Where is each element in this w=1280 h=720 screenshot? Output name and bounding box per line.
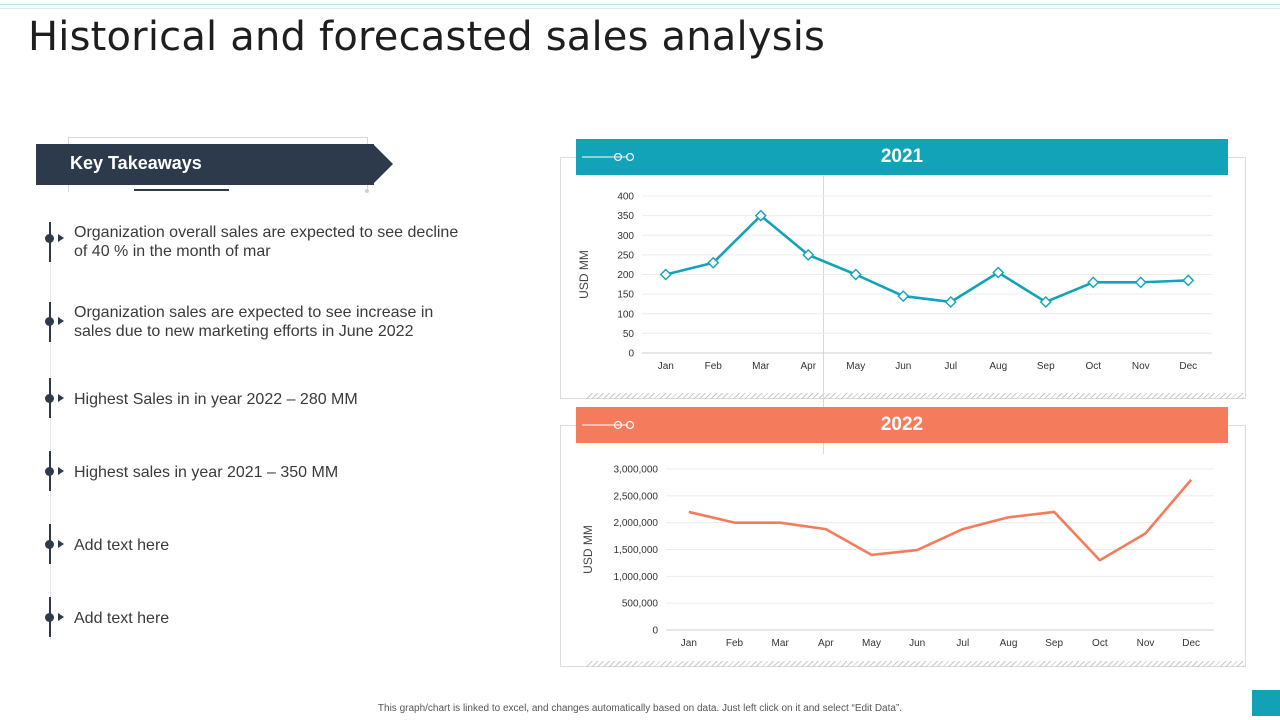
timeline-arrow-icon: [58, 234, 64, 242]
y-tick-label: 2,000,000: [614, 518, 659, 529]
data-point: [802, 248, 815, 261]
y-tick-label: 150: [617, 290, 634, 301]
x-tick-label: May: [862, 638, 881, 649]
data-point: [944, 295, 957, 308]
divider-line: [823, 176, 824, 454]
y-tick-label: 500,000: [622, 599, 659, 610]
data-point: [849, 268, 862, 281]
data-point: [1182, 274, 1195, 287]
y-tick-label: 50: [623, 329, 635, 340]
x-tick-label: Jun: [909, 638, 925, 649]
x-tick-label: Apr: [818, 638, 834, 649]
timeline-dot: [45, 467, 54, 476]
x-tick-label: Dec: [1179, 361, 1197, 372]
y-tick-label: 300: [617, 231, 634, 242]
takeaway-text: Organization overall sales are expected …: [74, 224, 459, 260]
data-point: [897, 290, 910, 303]
key-takeaways-banner: [36, 144, 374, 185]
takeaway-text: Highest sales in year 2021 – 350 MM: [74, 464, 339, 481]
x-tick-label: Oct: [1085, 361, 1101, 372]
x-tick-label: Jul: [956, 638, 969, 649]
slider-icon: [582, 152, 635, 162]
corner-accent: [1252, 690, 1280, 716]
x-tick-label: Jan: [658, 361, 674, 372]
timeline-dot: [45, 540, 54, 549]
slider-icon: [582, 420, 635, 430]
chart-2021-title: 2021: [880, 146, 924, 167]
y-tick-label: 0: [628, 349, 634, 360]
y-tick-label: 400: [617, 192, 634, 203]
data-point: [1087, 276, 1100, 289]
chart-2021-header: 2021: [576, 139, 1228, 175]
timeline-arrow-icon: [58, 540, 64, 548]
x-tick-label: Aug: [989, 361, 1007, 372]
chart-2022-header: 2022: [576, 407, 1228, 443]
y-tick-label: 100: [617, 309, 634, 320]
x-tick-label: May: [846, 361, 865, 372]
data-point: [754, 209, 767, 222]
timeline-dot: [45, 613, 54, 622]
data-point: [1039, 295, 1052, 308]
y-tick-label: 200: [617, 270, 634, 281]
chart-2022-panel: [560, 425, 1246, 667]
x-tick-label: Apr: [800, 361, 816, 372]
x-tick-label: Sep: [1045, 638, 1063, 649]
takeaway-text: Highest Sales in in year 2022 – 280 MM: [74, 391, 358, 408]
takeaway-text: Add text here: [74, 537, 170, 554]
x-tick-label: Jul: [944, 361, 957, 372]
series-line: [665, 214, 1189, 304]
takeaway-text: Organization sales are expected to see i…: [74, 304, 434, 340]
y-tick-label: 3,000,000: [614, 465, 659, 476]
y-axis-label: USD MM: [577, 250, 591, 299]
data-point: [992, 266, 1005, 279]
x-tick-label: Feb: [705, 361, 723, 372]
x-tick-label: Sep: [1037, 361, 1055, 372]
timeline-arrow-icon: [58, 467, 64, 475]
takeaway-text: Add text here: [74, 610, 170, 627]
timeline-arrow-icon: [58, 613, 64, 621]
y-tick-label: 0: [652, 626, 658, 637]
x-tick-label: Oct: [1092, 638, 1108, 649]
timeline-arrow-icon: [58, 317, 64, 325]
x-tick-label: Dec: [1182, 638, 1200, 649]
y-tick-label: 250: [617, 250, 634, 261]
data-point: [1134, 276, 1147, 289]
timeline-dot: [45, 394, 54, 403]
x-tick-label: Nov: [1137, 638, 1155, 649]
chart-2021-panel: [560, 157, 1246, 399]
chart-2021: 0 50 100 150 200 250 300 350 400 Jan Feb Mar Apr May J…: [577, 192, 1212, 372]
x-tick-label: Mar: [752, 361, 770, 372]
x-tick-label: Nov: [1132, 361, 1150, 372]
timeline-arrow-icon: [58, 394, 64, 402]
key-takeaways-heading: Key Takeaways: [70, 153, 202, 173]
top-accent-line: [0, 4, 1280, 5]
y-tick-label: 1,500,000: [614, 545, 659, 556]
page-title: Historical and forecasted sales analysis: [28, 14, 826, 60]
key-takeaways-arrow: [373, 144, 393, 184]
top-accent-line-2: [0, 8, 1280, 9]
x-tick-label: Aug: [1000, 638, 1018, 649]
timeline-dot: [45, 234, 54, 243]
y-axis-label: USD MM: [581, 525, 595, 574]
x-tick-label: Jun: [895, 361, 911, 372]
y-tick-label: 350: [617, 211, 634, 222]
key-takeaways-dot: [365, 189, 369, 193]
y-tick-label: 2,500,000: [614, 491, 659, 502]
y-tick-label: 1,000,000: [614, 572, 659, 583]
series-line: [688, 478, 1193, 562]
panel-hatch: [586, 661, 1244, 667]
x-tick-label: Mar: [772, 638, 790, 649]
timeline-line: [50, 220, 51, 640]
chart-2022-title: 2022: [880, 414, 924, 435]
data-point: [707, 256, 720, 269]
x-tick-label: Feb: [726, 638, 744, 649]
data-point: [659, 268, 672, 281]
chart-2022: 0 500,000 1,000,000 1,500,000 2,000,000 2,500…: [581, 465, 1214, 649]
timeline-dot: [45, 317, 54, 326]
key-takeaways-underline: [134, 189, 229, 191]
panel-hatch: [586, 393, 1244, 399]
footer-note: This graph/chart is linked to excel, and…: [377, 703, 903, 714]
x-tick-label: Jan: [681, 638, 697, 649]
